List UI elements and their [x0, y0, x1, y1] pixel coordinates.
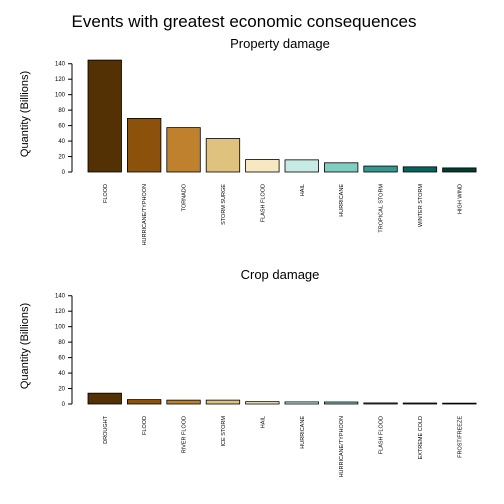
property-category-label: FLASH FLOOD — [260, 184, 266, 222]
crop-bar — [402, 402, 438, 405]
property-category-label: HURRICANE — [339, 184, 345, 217]
crop-damage-panel: Crop damage Quantity (Billions) 0 20 40 60 80 1… — [19, 267, 477, 477]
crop-category-label: HAIL — [260, 416, 266, 428]
property-bar — [323, 162, 359, 173]
property-y-tick-label: 40 — [58, 139, 65, 145]
crop-y-tick-label: 20 — [58, 387, 65, 393]
property-bar — [205, 138, 241, 173]
crop-y-axis-label: Quantity (Billions) — [19, 303, 31, 389]
crop-bar — [205, 399, 241, 405]
crop-y-tick-label: 140 — [55, 294, 66, 300]
crop-bar — [245, 401, 280, 405]
crop-y-tick-label: 100 — [55, 325, 66, 331]
property-category-label: HAIL — [300, 184, 306, 196]
property-y-tick-label: 0 — [62, 170, 66, 176]
crop-y-tick-label: 60 — [58, 356, 65, 362]
crop-bar — [87, 392, 122, 405]
property-bar — [87, 59, 122, 173]
crop-bar — [284, 401, 319, 405]
property-bar — [363, 165, 398, 173]
page-title: Events with greatest economic consequenc… — [72, 12, 417, 31]
property-category-label: WINTER STORM — [418, 184, 424, 227]
crop-bar — [127, 399, 162, 405]
property-bar — [127, 118, 162, 173]
crop-category-label: DROUGHT — [103, 415, 109, 443]
property-chart-title: Property damage — [230, 36, 330, 51]
crop-category-label: ICE STORM — [221, 416, 227, 447]
property-bar — [245, 159, 280, 173]
crop-y-tick-label: 80 — [58, 340, 65, 346]
crop-y-tick-label: 120 — [55, 309, 66, 315]
property-y-tick-label: 120 — [55, 77, 66, 83]
property-damage-panel: Property damage Quantity (Billions) 0 20 40 6… — [19, 36, 477, 245]
property-category-label: HURRICANE/TYPHOON — [142, 184, 148, 245]
property-category-label: FLOOD — [103, 184, 109, 203]
crop-category-label: RIVER FLOOD — [182, 416, 188, 453]
property-y-tick-label: 140 — [55, 62, 66, 68]
property-bar — [402, 166, 438, 173]
property-category-label: TORNADO — [182, 183, 188, 211]
crop-bar — [166, 399, 201, 405]
property-category-label: TROPICAL STORM — [379, 184, 385, 233]
property-y-tick-label: 60 — [58, 124, 65, 130]
property-category-label: HIGH WIND — [457, 184, 463, 214]
property-category-label: STORM SURGE — [221, 184, 227, 225]
property-y-tick-label: 80 — [58, 108, 65, 114]
property-bar — [166, 127, 201, 173]
crop-bar — [323, 401, 359, 405]
crop-bar — [363, 402, 398, 405]
crop-category-label: EXTREME COLD — [418, 416, 424, 459]
crop-category-label: HURRICANE — [300, 416, 306, 449]
crop-category-label: HURRICANE/TYPHOON — [339, 416, 345, 477]
crop-category-label: FLASH FLOOD — [379, 416, 385, 454]
property-bar — [442, 167, 477, 173]
crop-chart-title: Crop damage — [241, 267, 320, 282]
property-y-tick-label: 100 — [55, 93, 66, 99]
crop-y-tick-label: 0 — [62, 402, 66, 408]
property-y-axis-label: Quantity (Billions) — [19, 71, 31, 157]
property-bar — [284, 159, 319, 173]
crop-bar — [442, 402, 477, 405]
crop-category-label: FLOOD — [142, 416, 148, 435]
crop-category-label: FROST/FREEZE — [457, 416, 463, 458]
crop-y-tick-label: 40 — [58, 371, 65, 377]
property-y-tick-label: 20 — [58, 155, 65, 161]
